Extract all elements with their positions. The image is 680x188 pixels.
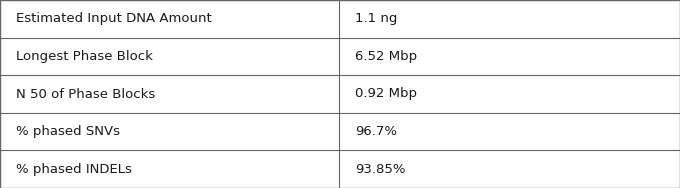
Text: 6.52 Mbp: 6.52 Mbp [355, 50, 417, 63]
Text: % phased INDELs: % phased INDELs [16, 163, 131, 176]
Text: Longest Phase Block: Longest Phase Block [16, 50, 152, 63]
Text: Estimated Input DNA Amount: Estimated Input DNA Amount [16, 12, 211, 25]
Text: 93.85%: 93.85% [355, 163, 405, 176]
Text: N 50 of Phase Blocks: N 50 of Phase Blocks [16, 87, 155, 101]
Text: % phased SNVs: % phased SNVs [16, 125, 120, 138]
Text: 0.92 Mbp: 0.92 Mbp [355, 87, 417, 101]
Text: 96.7%: 96.7% [355, 125, 396, 138]
Text: 1.1 ng: 1.1 ng [355, 12, 397, 25]
